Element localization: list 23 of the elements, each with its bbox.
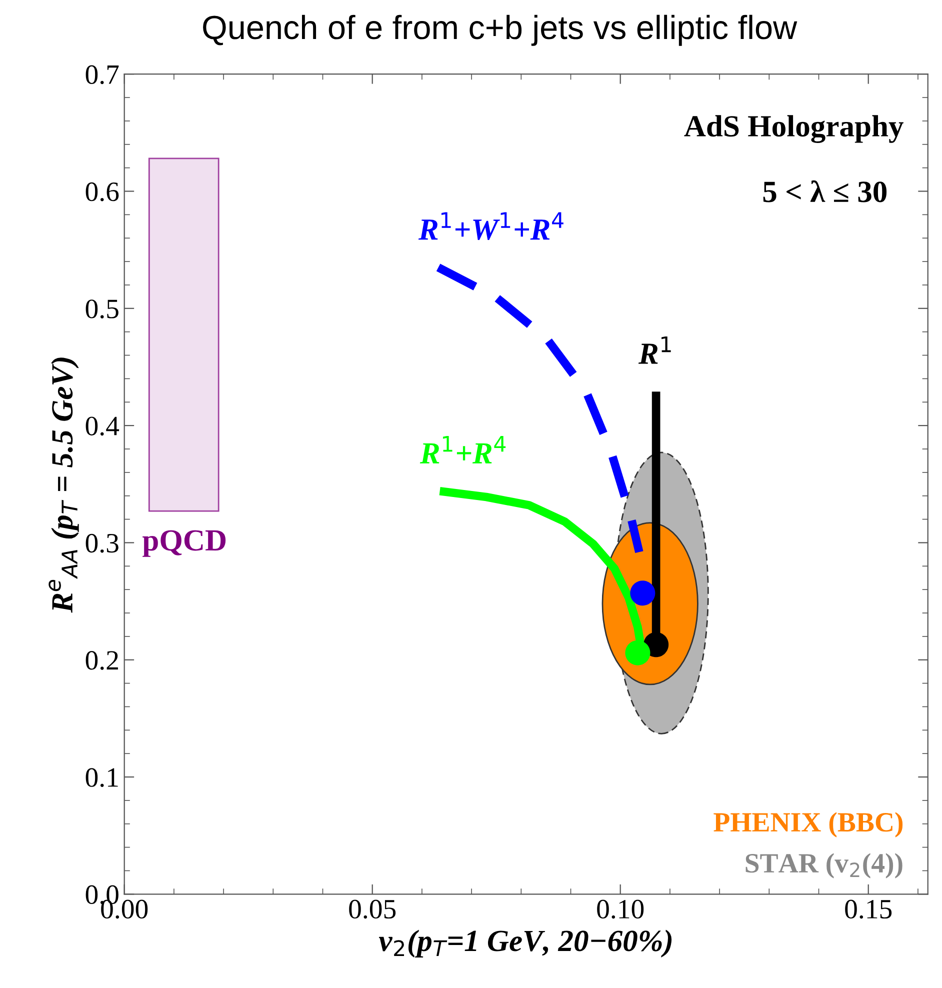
y-tick-label: 0.5	[86, 300, 118, 318]
x-tick-label: 0.05	[349, 900, 396, 919]
x-tick-label: 0.10	[597, 900, 644, 919]
point	[630, 580, 656, 606]
y-tick-label: 0.7	[86, 65, 119, 84]
y-tick-label: 0.2	[86, 651, 118, 670]
annotation: STAR (v$_{2}$(4))	[746, 853, 902, 878]
chart-title: Quench of e from c+b jets vs elliptic flow	[203, 14, 798, 46]
series-label: R$^{1}$+W$^{1}$+R$^{4}$	[418, 212, 564, 240]
point	[625, 640, 650, 666]
annotation: pQCD	[142, 530, 226, 557]
y-tick-label: 0.6	[86, 182, 119, 202]
x-tick-label: 0.15	[845, 900, 892, 919]
series-label: R$^{1}$+R$^{4}$	[420, 436, 506, 464]
series-label: R$^{1}$	[638, 336, 671, 364]
y-axis-title: R$^{e}$$_{AA}$ (p$_{T}$ = 5.5 GeV)	[48, 358, 79, 613]
y-tick-label: 0.4	[86, 416, 120, 436]
y-tick-label: 0.1	[86, 768, 118, 788]
annotation: 5 < λ ≤ 30	[763, 180, 887, 202]
x-axis-title: v$_{2}$(p$_{T}$=1 GeV, 20−60%)	[378, 930, 672, 958]
y-tick-label: 0.3	[86, 534, 118, 553]
annotation: PHENIX (BBC)	[714, 812, 903, 838]
annotation: AdS Holography	[684, 115, 904, 144]
